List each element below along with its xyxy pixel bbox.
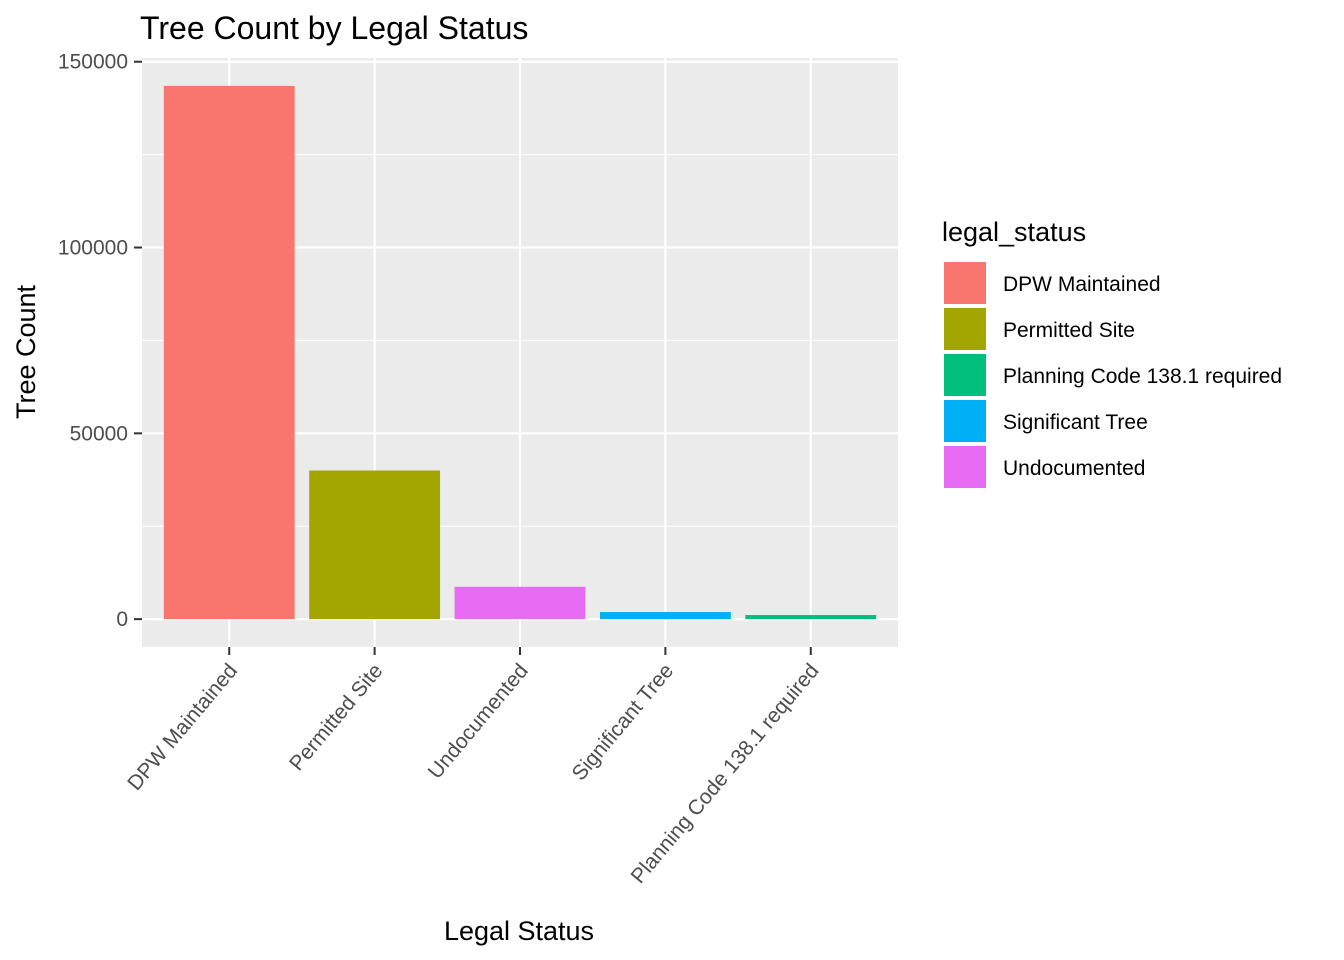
bar — [599, 612, 731, 620]
y-axis: 0 50000 100000 150000 — [58, 51, 142, 631]
chart-title: Tree Count by Legal Status — [140, 10, 528, 46]
x-tick-label: Undocumented — [424, 659, 533, 783]
y-axis-title: Tree Count — [11, 284, 41, 419]
bar — [454, 586, 586, 620]
y-tick-label: 150000 — [58, 51, 128, 74]
x-tick-label: Permitted Site — [285, 659, 387, 775]
legend-key — [944, 354, 986, 396]
x-tick-label: DPW Maintained — [123, 659, 242, 794]
legend-label: DPW Maintained — [1003, 273, 1161, 296]
legend-label: Undocumented — [1003, 457, 1145, 480]
y-tick-label: 0 — [116, 608, 128, 631]
bar — [745, 615, 877, 620]
legend-key — [944, 308, 986, 350]
legend-label: Planning Code 138.1 required — [1003, 365, 1282, 388]
legend: legal_status DPW Maintained Permitted Sit… — [942, 217, 1282, 488]
x-axis-title: Legal Status — [444, 916, 594, 946]
x-axis: DPW Maintained Permitted Site Undocumented… — [123, 647, 824, 888]
bar — [163, 85, 295, 620]
legend-label: Significant Tree — [1003, 411, 1148, 434]
legend-items: DPW Maintained Permitted Site Planning Cod… — [944, 262, 1282, 488]
legend-key — [944, 400, 986, 442]
y-tick-label: 50000 — [70, 422, 128, 445]
legend-key — [944, 446, 986, 488]
legend-key — [944, 262, 986, 304]
bars — [163, 85, 877, 620]
legend-label: Permitted Site — [1003, 319, 1135, 342]
bar — [309, 470, 441, 620]
x-tick-label: Significant Tree — [568, 659, 679, 785]
y-tick-label: 100000 — [58, 237, 128, 260]
legend-title: legal_status — [942, 217, 1086, 247]
